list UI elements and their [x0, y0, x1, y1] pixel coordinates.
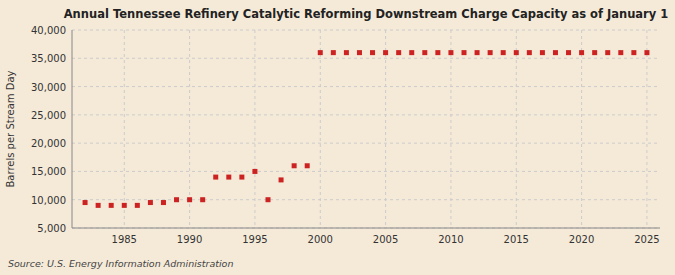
point	[644, 50, 649, 55]
x-tick-label: 2000	[308, 234, 333, 245]
y-tick-label: 35,000	[31, 53, 66, 64]
y-grid-line	[72, 143, 660, 144]
x-grid-line	[516, 30, 517, 228]
point	[514, 50, 519, 55]
y-axis-line	[72, 30, 73, 228]
point	[200, 197, 205, 202]
point	[409, 50, 414, 55]
point	[448, 50, 453, 55]
point	[96, 203, 101, 208]
x-tick-label: 2010	[438, 234, 463, 245]
point	[109, 203, 114, 208]
y-tick-label: 40,000	[31, 25, 66, 36]
x-tick-label: 2025	[634, 234, 659, 245]
point	[462, 50, 467, 55]
point	[370, 50, 375, 55]
y-tick-label: 15,000	[31, 166, 66, 177]
point	[305, 163, 310, 168]
point	[279, 177, 284, 182]
point	[435, 50, 440, 55]
point	[579, 50, 584, 55]
point	[292, 163, 297, 168]
point	[135, 203, 140, 208]
point	[239, 175, 244, 180]
point	[592, 50, 597, 55]
y-axis-label: Barrels per Stream Day	[5, 70, 16, 187]
point	[318, 50, 323, 55]
x-tick-label: 2005	[373, 234, 398, 245]
point	[122, 203, 127, 208]
y-grid-line	[72, 171, 660, 172]
point	[83, 200, 88, 205]
point	[475, 50, 480, 55]
point	[174, 197, 179, 202]
x-grid-line	[320, 30, 321, 228]
point	[357, 50, 362, 55]
y-tick-label: 10,000	[31, 195, 66, 206]
y-grid-line	[72, 86, 660, 87]
point	[226, 175, 231, 180]
point	[527, 50, 532, 55]
x-tick-label: 2020	[569, 234, 594, 245]
y-grid-line	[72, 30, 660, 31]
background	[0, 0, 675, 275]
point	[344, 50, 349, 55]
y-grid-line	[72, 228, 660, 229]
point	[331, 50, 336, 55]
x-grid-line	[450, 30, 451, 228]
y-tick-label: 5,000	[37, 223, 66, 234]
point	[396, 50, 401, 55]
point	[605, 50, 610, 55]
y-grid-line	[72, 199, 660, 200]
point	[266, 197, 271, 202]
point	[631, 50, 636, 55]
chart: 5,000 10,000 15,000 20,000 25,000 30,000 35,00…	[0, 0, 675, 275]
grid	[72, 30, 660, 228]
x-grid-line	[254, 30, 255, 228]
point	[383, 50, 388, 55]
x-grid-line	[385, 30, 386, 228]
y-grid-line	[72, 114, 660, 115]
point	[148, 200, 153, 205]
points	[83, 50, 650, 208]
x-axis-line	[72, 228, 660, 229]
point	[540, 50, 545, 55]
point	[566, 50, 571, 55]
point	[187, 197, 192, 202]
y-tick-label: 30,000	[31, 82, 66, 93]
point	[488, 50, 493, 55]
x-grid-line	[581, 30, 582, 228]
point	[161, 200, 166, 205]
ticks: 5,000 10,000 15,000 20,000 25,000 30,000 35,00…	[31, 25, 660, 245]
point	[501, 50, 506, 55]
y-tick-label: 20,000	[31, 138, 66, 149]
x-tick-label: 1995	[242, 234, 267, 245]
point	[618, 50, 623, 55]
y-tick-label: 25,000	[31, 110, 66, 121]
point	[213, 175, 218, 180]
x-grid-line	[646, 30, 647, 228]
y-grid-line	[72, 58, 660, 59]
x-tick-label: 2015	[504, 234, 529, 245]
point	[553, 50, 558, 55]
x-grid-line	[124, 30, 125, 228]
source-note: Source: U.S. Energy Information Administ…	[8, 258, 233, 269]
x-tick-label: 1985	[112, 234, 137, 245]
title: Annual Tennessee Refinery Catalytic Refo…	[64, 7, 669, 21]
point	[252, 169, 257, 174]
point	[422, 50, 427, 55]
x-tick-label: 1990	[177, 234, 202, 245]
